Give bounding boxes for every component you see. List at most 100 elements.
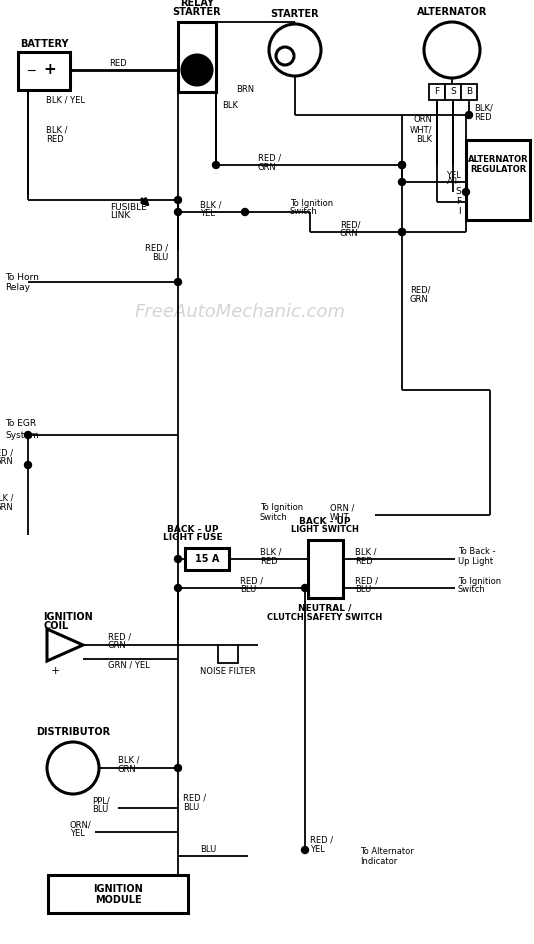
Circle shape — [175, 584, 182, 592]
Text: REGULATOR: REGULATOR — [470, 165, 526, 175]
Text: YEL: YEL — [70, 830, 85, 838]
Text: BACK - UP: BACK - UP — [299, 516, 351, 526]
Text: RED /: RED / — [108, 632, 131, 642]
Circle shape — [398, 178, 405, 186]
Text: To EGR: To EGR — [5, 419, 36, 429]
Bar — [461, 84, 477, 100]
Bar — [466, 140, 530, 220]
Text: To Back -: To Back - — [458, 548, 496, 557]
Circle shape — [462, 189, 469, 195]
Text: RED/: RED/ — [340, 221, 360, 229]
Circle shape — [398, 161, 405, 168]
Text: RED: RED — [46, 134, 64, 143]
Text: +: + — [50, 666, 60, 676]
Text: Switch: Switch — [260, 513, 288, 521]
Text: RELAY: RELAY — [180, 0, 214, 8]
Text: BATTERY: BATTERY — [20, 39, 68, 49]
Text: F: F — [435, 88, 439, 96]
Circle shape — [175, 196, 182, 204]
Text: B: B — [466, 88, 472, 96]
Text: IGNITION: IGNITION — [43, 612, 93, 622]
Text: IGNITION: IGNITION — [93, 884, 143, 894]
Text: LINK: LINK — [110, 211, 130, 221]
Text: GRN: GRN — [258, 162, 277, 172]
Circle shape — [269, 24, 321, 76]
Circle shape — [398, 161, 405, 168]
Text: YEL: YEL — [446, 171, 461, 179]
Text: RED /: RED / — [258, 154, 281, 162]
Text: To Ignition: To Ignition — [458, 577, 501, 585]
Text: BLK /: BLK / — [355, 548, 376, 557]
Circle shape — [213, 161, 219, 168]
Text: NEUTRAL /: NEUTRAL / — [299, 603, 352, 613]
Text: To Horn: To Horn — [5, 274, 39, 282]
Text: LIGHT FUSE: LIGHT FUSE — [163, 533, 223, 543]
Circle shape — [466, 111, 473, 119]
Text: STARTER: STARTER — [271, 9, 319, 19]
Text: COIL: COIL — [43, 621, 68, 631]
Text: ALTERNATOR: ALTERNATOR — [417, 7, 487, 17]
Text: RED /: RED / — [145, 244, 168, 252]
Text: LIGHT SWITCH: LIGHT SWITCH — [291, 526, 359, 534]
Text: BLK /: BLK / — [46, 126, 67, 134]
Text: RED: RED — [109, 59, 127, 69]
Text: Switch: Switch — [290, 208, 318, 216]
Text: GRN / YEL: GRN / YEL — [108, 661, 150, 669]
Text: CLUTCH SAFETY SWITCH: CLUTCH SAFETY SWITCH — [268, 613, 383, 621]
Bar — [429, 84, 445, 100]
Text: +: + — [44, 61, 57, 76]
Text: BLK: BLK — [222, 100, 238, 110]
Text: RED /: RED / — [310, 835, 333, 845]
Text: BLK /: BLK / — [0, 494, 13, 502]
Text: To Ignition: To Ignition — [260, 503, 303, 513]
Circle shape — [175, 278, 182, 285]
Bar — [218, 645, 238, 663]
Text: GRN: GRN — [340, 229, 359, 239]
Text: DISTRIBUTOR: DISTRIBUTOR — [36, 727, 110, 737]
Text: GRN: GRN — [0, 458, 13, 466]
Text: GRN: GRN — [410, 295, 429, 304]
Text: PPL/: PPL/ — [92, 797, 110, 805]
Text: MODULE: MODULE — [95, 895, 142, 905]
Bar — [48, 875, 188, 913]
Text: BLK /: BLK / — [260, 548, 281, 557]
Text: FUSIBLE: FUSIBLE — [110, 203, 147, 211]
Text: FreeAutoMechanic.com: FreeAutoMechanic.com — [135, 302, 346, 321]
Circle shape — [182, 55, 212, 85]
Text: YEL: YEL — [310, 845, 325, 853]
Text: BLU: BLU — [152, 252, 168, 261]
Text: RED /: RED / — [0, 448, 13, 458]
Text: To Ignition: To Ignition — [290, 198, 333, 208]
Text: S: S — [456, 188, 461, 196]
Circle shape — [175, 209, 182, 215]
Circle shape — [424, 22, 480, 78]
Bar — [178, 22, 216, 92]
Text: BLK/: BLK/ — [474, 104, 493, 112]
Circle shape — [302, 847, 309, 853]
Text: WHT/: WHT/ — [410, 126, 432, 134]
Text: NOISE FILTER: NOISE FILTER — [200, 666, 256, 676]
Text: BLU: BLU — [183, 802, 199, 812]
Text: Relay: Relay — [5, 282, 30, 292]
Text: A+: A+ — [447, 177, 461, 187]
Text: BLK: BLK — [416, 134, 432, 143]
Bar — [18, 52, 70, 90]
Text: BLU: BLU — [92, 805, 108, 815]
Text: ─: ─ — [27, 64, 35, 77]
Circle shape — [241, 209, 248, 215]
Text: To Alternator: To Alternator — [360, 848, 414, 856]
Circle shape — [175, 765, 182, 771]
Circle shape — [398, 228, 405, 235]
Text: System: System — [5, 430, 39, 440]
Text: ORN /: ORN / — [330, 503, 355, 513]
Bar — [445, 84, 461, 100]
Text: BLU: BLU — [200, 845, 216, 853]
Circle shape — [276, 47, 294, 65]
Text: 15 A: 15 A — [195, 554, 219, 564]
Text: Indicator: Indicator — [360, 856, 397, 866]
Circle shape — [398, 228, 405, 235]
Text: GRN: GRN — [0, 502, 13, 512]
Text: GRN: GRN — [118, 765, 137, 773]
Text: BLU: BLU — [240, 585, 256, 595]
Text: F: F — [456, 197, 461, 207]
